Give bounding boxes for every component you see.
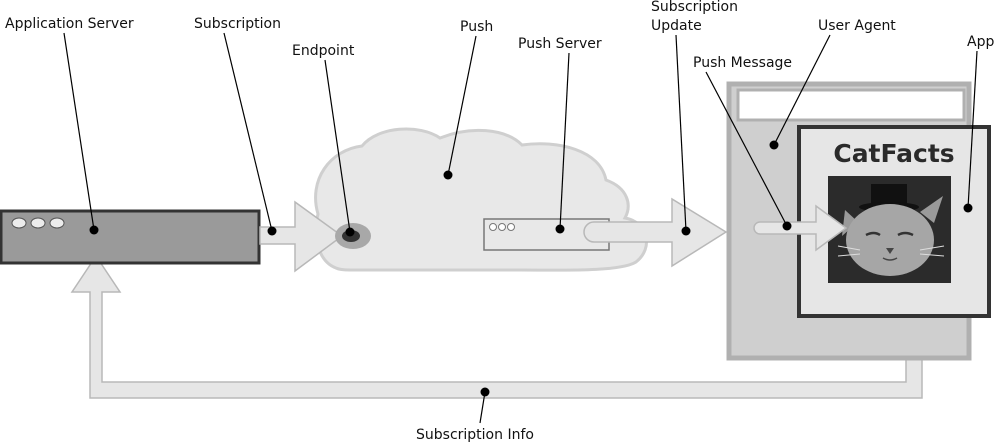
labels: Application Server Subscription Endpoint…: [5, 0, 994, 442]
server-lights-icon: [11, 217, 65, 229]
label-subscription-update-line2: Update: [651, 18, 702, 34]
leader-dots: [89, 140, 973, 397]
label-app: App: [967, 34, 994, 50]
label-push-server: Push Server: [518, 36, 602, 52]
label-subscription: Subscription: [194, 16, 281, 32]
cat-photo-icon: [828, 176, 951, 283]
application-server-box: [0, 209, 261, 265]
app-brand-logo: CatFacts: [833, 139, 954, 168]
label-subscription-info: Subscription Info: [416, 427, 534, 442]
push-message-arrow: [753, 204, 848, 252]
label-subscription-update-line1: Subscription: [651, 0, 738, 15]
subscription-info-arrow: [70, 254, 923, 399]
label-user-agent: User Agent: [818, 18, 896, 34]
leader-lines: [63, 32, 978, 424]
label-application-server: Application Server: [5, 16, 134, 32]
subscription-update-arrow: [583, 197, 728, 268]
label-endpoint: Endpoint: [292, 43, 355, 59]
label-push-message: Push Message: [693, 55, 792, 71]
subscription-arrow: [259, 200, 344, 273]
endpoint-icon: [335, 223, 371, 249]
label-push: Push: [460, 19, 493, 35]
